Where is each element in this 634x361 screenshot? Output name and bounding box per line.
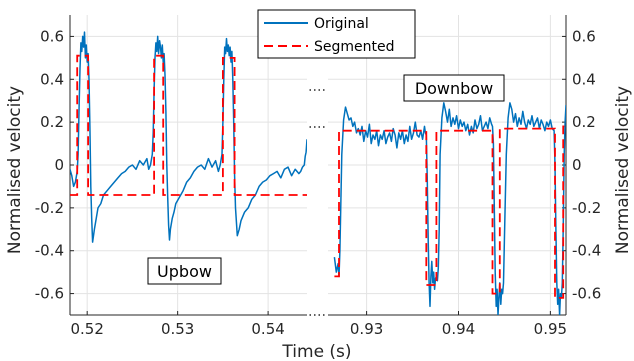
x-tick-label-downbow-0: 0.93 (350, 320, 383, 338)
x-tick-label-downbow-2: 0.95 (534, 320, 567, 338)
annotation-upbow: Upbow (147, 257, 222, 285)
x-tick-label-upbow-1: 0.53 (161, 320, 194, 338)
y-tick-label-right-0: -0.6 (572, 285, 601, 303)
series-original-upbow (70, 31, 307, 243)
plot-area (70, 31, 566, 315)
y-tick-label-right-5: 0.4 (572, 70, 596, 88)
y-tick-label-right-3: 0 (572, 156, 582, 174)
y-tick-label-left-4: 0.2 (40, 113, 64, 131)
y-tick-label-left-5: 0.4 (40, 70, 64, 88)
annotation-downbow-label: Downbow (415, 79, 493, 98)
y-tick-label-right-1: -0.4 (572, 242, 601, 260)
y-tick-label-right-4: 0.2 (572, 113, 596, 131)
x-tick-label-upbow-0: 0.52 (70, 320, 103, 338)
series-original-downbow (333, 102, 566, 315)
y-axis-label-right: Normalised velocity (613, 86, 633, 254)
y-tick-label-left-6: 0.6 (40, 27, 64, 45)
y-tick-label-right-6: 0.6 (572, 27, 596, 45)
x-tick-label-downbow-1: 0.94 (442, 320, 475, 338)
x-axis-label: Time (s) (281, 342, 351, 361)
grid (70, 15, 566, 315)
y-tick-label-left-1: -0.4 (35, 242, 64, 260)
legend-original-label: Original (314, 16, 369, 32)
axes (69, 15, 567, 316)
legend: Original Segmented (257, 9, 416, 59)
y-tick-label-left-2: -0.2 (35, 199, 64, 217)
tick-labels: 0.52 0.53 0.54 -0.6 -0.4 -0.2 0 0.2 0.4 0.6 0.93 0.… (35, 27, 602, 338)
series-segmented-upbow (70, 54, 307, 196)
x-tick-label-upbow-2: 0.54 (251, 320, 284, 338)
series-segmented-downbow (334, 125, 566, 299)
y-tick-label-right-2: -0.2 (572, 199, 601, 217)
annotation-downbow: Downbow (403, 74, 505, 102)
y-tick-label-left-3: 0 (54, 156, 64, 174)
y-axis-label-left: Normalised velocity (5, 86, 25, 254)
legend-segmented-label: Segmented (314, 39, 395, 55)
annotation-upbow-label: Upbow (157, 262, 212, 281)
y-tick-label-left-0: -0.6 (35, 285, 64, 303)
